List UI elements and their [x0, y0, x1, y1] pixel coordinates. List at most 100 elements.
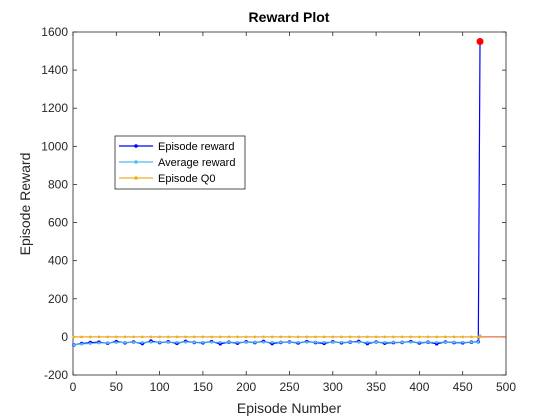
series-point-episode-q0 [106, 335, 110, 339]
series-point-episode-q0 [80, 335, 84, 339]
series-point-episode-q0 [478, 335, 482, 339]
series-point-episode-q0 [123, 335, 127, 339]
series-point-average-reward [392, 340, 395, 344]
x-tick-label: 450 [453, 380, 473, 394]
series-point-episode-q0 [166, 335, 170, 339]
x-tick-label: 200 [236, 380, 256, 394]
legend-marker-episode-q0 [134, 176, 138, 180]
series-point-episode-q0 [210, 335, 213, 339]
series-point-average-reward [383, 340, 387, 344]
series-point-average-reward [149, 340, 153, 344]
series-point-average-reward [340, 340, 343, 344]
y-tick-label: 0 [61, 330, 68, 344]
series-point-average-reward [227, 340, 231, 344]
series-point-episode-q0 [236, 335, 239, 339]
y-axis-title: Episode Reward [17, 153, 33, 256]
series-point-average-reward [192, 340, 196, 344]
series-point-episode-q0 [314, 335, 317, 339]
x-tick-label: 0 [70, 380, 77, 394]
series-point-average-reward [461, 340, 465, 344]
series-point-average-reward [366, 340, 369, 344]
series-point-episode-q0 [452, 335, 456, 339]
x-tick-label: 50 [110, 380, 124, 394]
series-point-episode-q0 [72, 335, 76, 339]
x-tick-label: 150 [193, 380, 213, 394]
series-point-episode-q0 [305, 335, 309, 339]
series-point-episode-q0 [132, 335, 136, 339]
series-point-average-reward [443, 340, 447, 344]
series-point-average-reward [435, 340, 439, 344]
series-point-episode-q0 [149, 335, 153, 339]
y-tick-label: 1000 [41, 139, 68, 153]
series-point-episode-q0 [374, 335, 378, 339]
series-point-episode-q0 [140, 335, 144, 339]
series-point-average-reward [97, 341, 101, 345]
series-point-episode-q0 [357, 335, 361, 339]
series-point-average-reward [114, 341, 118, 345]
series-point-episode-q0 [435, 335, 439, 339]
series-point-episode-q0 [262, 335, 265, 339]
series-point-episode-q0 [175, 335, 179, 339]
plot-area: 0 50 100 150 200 250 300 350 400 450 500-200020040… [41, 25, 516, 394]
series-point-average-reward [253, 340, 257, 344]
series-point-episode-q0 [270, 335, 274, 339]
series-point-average-reward [140, 341, 144, 344]
series-point-episode-q0 [409, 335, 413, 339]
series-point-episode-q0 [88, 335, 92, 339]
series-point-episode-q0 [201, 335, 205, 339]
series-point-episode-q0 [392, 335, 395, 339]
series-point-average-reward [426, 340, 430, 344]
series-point-average-reward [218, 340, 222, 344]
series-point-average-reward [374, 340, 378, 344]
series-point-average-reward [123, 341, 127, 344]
x-axis-title: Episode Number [237, 400, 342, 416]
chart-title: Reward Plot [249, 9, 330, 25]
series-point-episode-q0 [348, 335, 352, 339]
series-point-average-reward [262, 340, 265, 344]
series-point-average-reward [322, 340, 326, 344]
x-tick-label: 500 [496, 380, 516, 394]
series-point-episode-q0 [244, 335, 248, 339]
series-point-average-reward [296, 340, 300, 344]
series-point-episode-q0 [322, 335, 326, 339]
y-tick-label: 400 [48, 254, 68, 268]
series-point-episode-q0 [366, 335, 369, 339]
y-tick-label: 1400 [41, 63, 68, 77]
series-point-episode-q0 [400, 335, 404, 339]
series-point-episode-q0 [192, 335, 196, 339]
series-point-episode-q0 [426, 335, 430, 339]
series-point-average-reward [476, 340, 480, 344]
series-point-average-reward [201, 340, 205, 344]
legend-label-episode-q0: Episode Q0 [158, 173, 215, 185]
series-point-episode-q0 [383, 335, 387, 339]
series-point-average-reward [184, 340, 187, 344]
series-point-average-reward [236, 340, 239, 344]
series-point-average-reward [166, 340, 170, 344]
series-point-average-reward [418, 340, 421, 344]
series-point-episode-q0 [253, 335, 257, 339]
series-point-episode-q0 [184, 335, 187, 339]
series-point-episode-q0 [97, 335, 101, 339]
series-point-episode-q0 [114, 335, 118, 339]
series-point-average-reward [348, 340, 352, 344]
series-point-average-reward [279, 340, 283, 344]
series-point-episode-q0 [158, 335, 162, 339]
series-point-average-reward [270, 340, 274, 344]
x-tick-label: 350 [366, 380, 386, 394]
series-point-episode-q0 [340, 335, 343, 339]
series-point-episode-q0 [418, 335, 421, 339]
series-point-average-reward [331, 340, 335, 344]
series-point-average-reward [357, 340, 361, 344]
series-point-episode-q0 [296, 335, 300, 339]
series-point-average-reward [314, 340, 317, 344]
series-point-episode-q0 [218, 335, 222, 339]
series-point-episode-q0 [227, 335, 231, 339]
x-tick-label: 250 [279, 380, 299, 394]
series-point-episode-q0 [288, 335, 291, 339]
x-tick-label: 100 [150, 380, 170, 394]
series-point-average-reward [88, 342, 92, 345]
series-point-average-reward [469, 340, 473, 344]
series-point-average-reward [210, 340, 213, 344]
